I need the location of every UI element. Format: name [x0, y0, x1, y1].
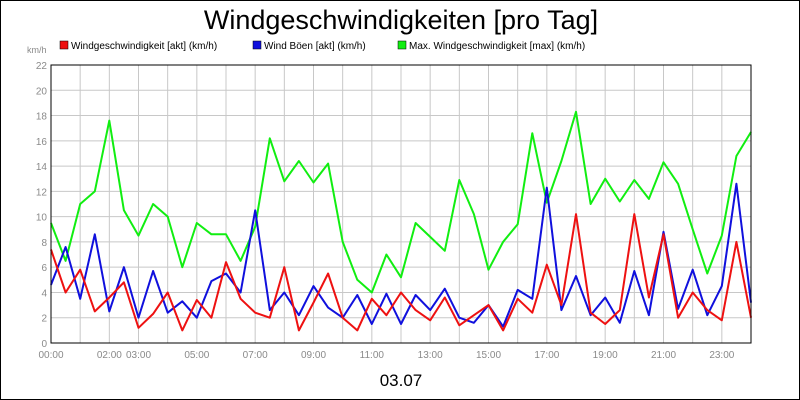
- x-tick-label-10: 19:00: [593, 350, 618, 361]
- legend-label-speed: Windgeschwindigkeit [akt] (km/h): [71, 41, 217, 52]
- y-tick-label-4: 8: [41, 238, 47, 249]
- y-tick-label-6: 12: [36, 187, 48, 198]
- legend-swatch-max: [397, 40, 407, 50]
- y-axis-unit: km/h: [27, 45, 47, 55]
- x-tick-label-8: 15:00: [476, 350, 501, 361]
- series-line-2: [50, 110, 752, 294]
- series-line-1: [50, 182, 752, 328]
- legend-label-max: Max. Windgeschwindigkeit [max] (km/h): [409, 41, 585, 52]
- x-tick-label-2: 03:00: [126, 350, 151, 361]
- x-axis-date: 03.07: [380, 371, 423, 390]
- x-tick-label-11: 21:00: [651, 350, 676, 361]
- chart-title: Windgeschwindigkeiten [pro Tag]: [204, 5, 598, 35]
- grid: [50, 64, 752, 344]
- series-lines: [50, 110, 752, 332]
- y-tick-label-7: 14: [36, 162, 48, 173]
- x-tick-label-3: 05:00: [184, 350, 209, 361]
- x-tick-label-0: 00:00: [38, 350, 63, 361]
- x-tick-label-12: 23:00: [709, 350, 734, 361]
- x-tick-label-9: 17:00: [534, 350, 559, 361]
- y-tick-label-1: 2: [41, 314, 47, 325]
- plot-border: [50, 64, 752, 344]
- x-tick-label-7: 13:00: [418, 350, 443, 361]
- x-tick-label-6: 11:00: [360, 350, 385, 361]
- x-tick-label-4: 07:00: [243, 350, 268, 361]
- y-tick-label-5: 10: [36, 213, 48, 224]
- legend-swatch-gusts: [252, 40, 262, 50]
- series-line-0: [50, 213, 752, 332]
- y-tick-label-0: 0: [41, 339, 47, 350]
- y-tick-label-11: 22: [36, 61, 48, 72]
- legend: Windgeschwindigkeit [akt] (km/h) Wind Bö…: [59, 40, 585, 52]
- x-tick-label-5: 09:00: [301, 350, 326, 361]
- y-tick-label-8: 16: [36, 137, 48, 148]
- y-tick-label-10: 20: [36, 86, 48, 97]
- y-tick-label-2: 4: [41, 288, 47, 299]
- y-axis-ticks: 0 2 4 6 8 10 12 14 16 18 20 22: [36, 61, 48, 350]
- legend-swatch-speed: [59, 40, 69, 50]
- legend-label-gusts: Wind Böen [akt] (km/h): [264, 41, 366, 52]
- y-tick-label-9: 18: [36, 112, 48, 123]
- y-tick-label-3: 6: [41, 263, 47, 274]
- x-axis-ticks: 00:00 02:00 03:00 05:00 07:00 09:00 11:00 13:00…: [38, 350, 734, 361]
- x-tick-label-1: 02:00: [97, 350, 122, 361]
